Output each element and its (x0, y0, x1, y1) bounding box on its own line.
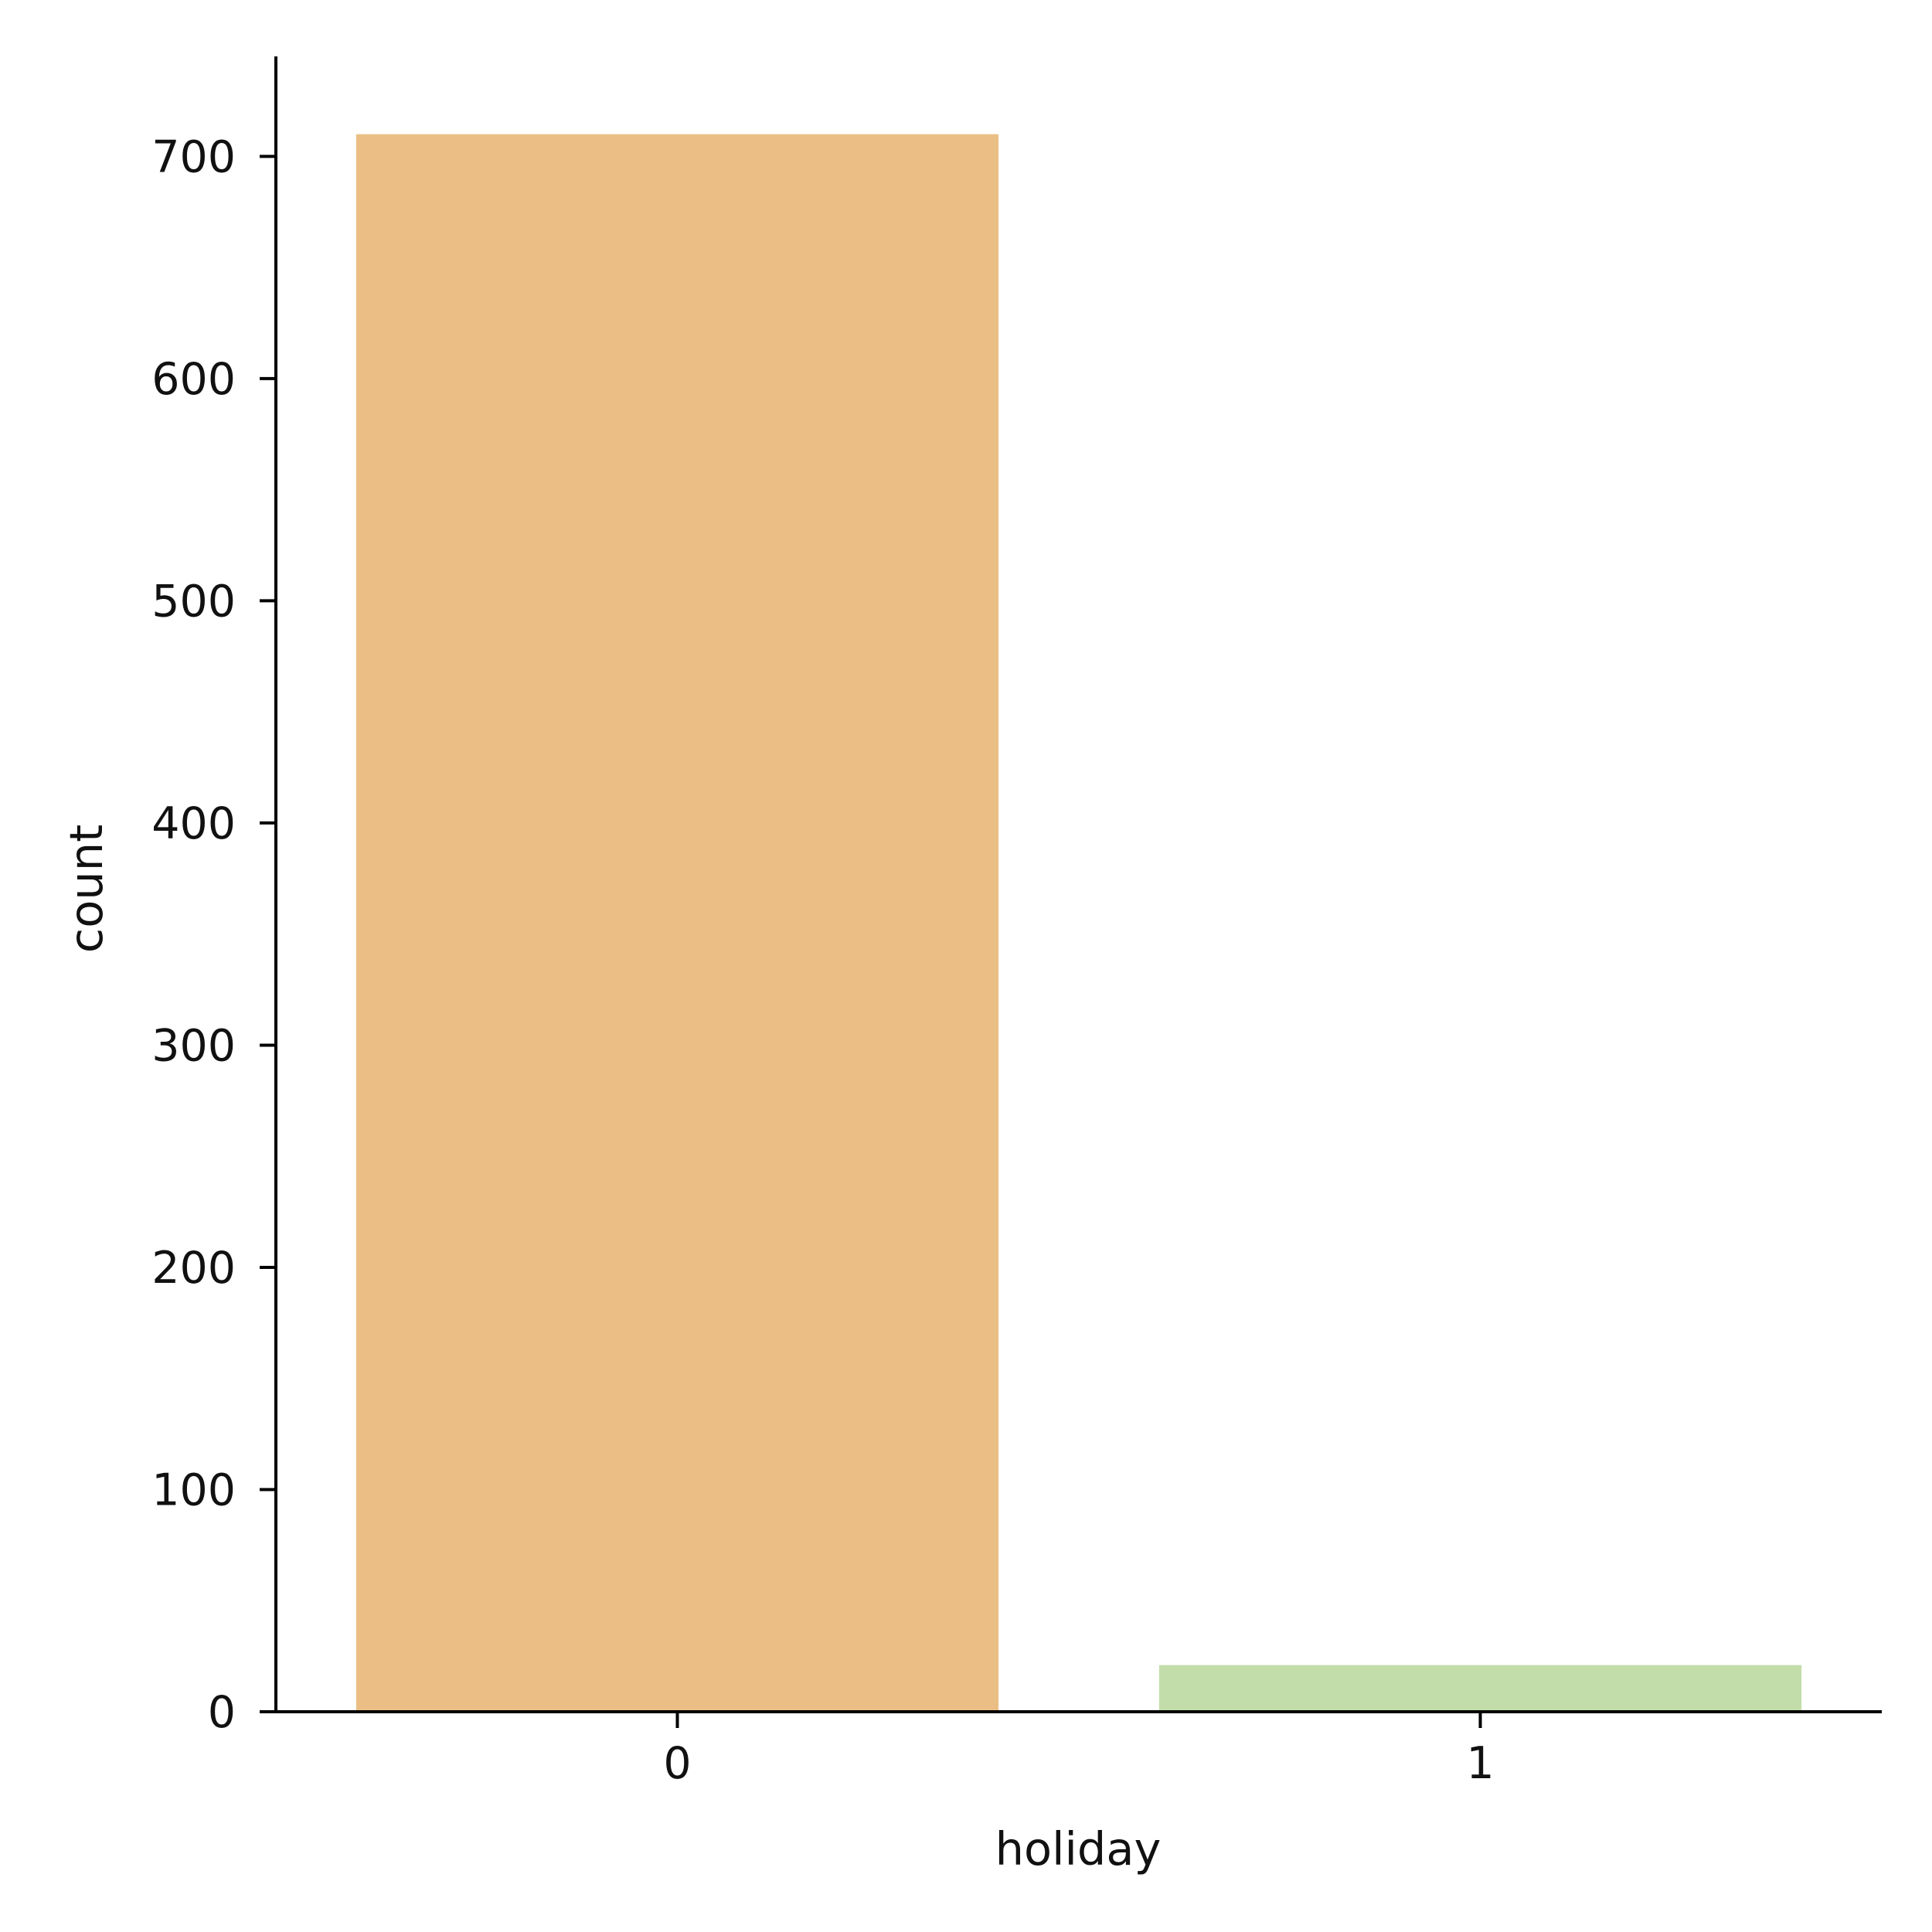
y-tick-label: 300 (151, 1020, 236, 1071)
y-tick-label: 200 (151, 1243, 236, 1294)
x-tick-label: 0 (663, 1738, 691, 1789)
y-axis-label: count (60, 825, 113, 953)
y-tick-label: 700 (151, 131, 236, 182)
y-tick-label: 0 (208, 1687, 236, 1738)
y-tick-label: 600 (151, 354, 236, 405)
bars-group (355, 134, 1802, 1713)
bar-1 (1158, 1665, 1802, 1712)
x-tick-label: 1 (1466, 1738, 1494, 1789)
bar-0 (355, 134, 999, 1713)
y-axis: 0 100 200 300 400 500 600 700 (151, 56, 277, 1738)
y-tick-label: 500 (151, 576, 236, 627)
y-tick-label: 100 (151, 1464, 236, 1515)
x-axis-label: holiday (995, 1822, 1162, 1876)
y-tick-label: 400 (151, 798, 236, 849)
